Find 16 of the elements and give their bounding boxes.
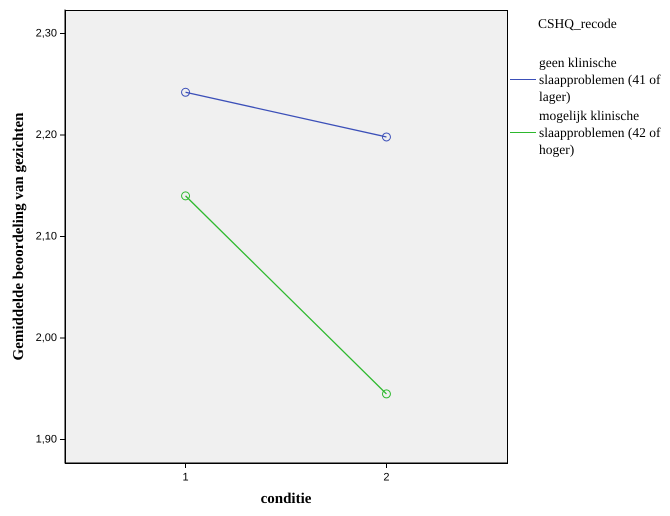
y-tick-label: 2,20 xyxy=(36,128,57,141)
y-tick-label: 2,00 xyxy=(36,332,57,344)
legend-label: mogelijk klinische slaapproblemen (42 of hoger) xyxy=(539,107,662,158)
y-tick-label: 2,10 xyxy=(36,230,57,243)
legend-title: CSHQ_recode xyxy=(537,16,618,32)
y-tick-label: 1,90 xyxy=(36,434,57,446)
legend-label: geen klinische slaapproblemen (41 of lager) xyxy=(539,54,662,105)
point xyxy=(181,191,190,200)
point xyxy=(382,389,391,398)
x-axis-title: conditie xyxy=(260,490,312,507)
point xyxy=(181,88,190,97)
y-axis-title: Gemiddelde beoordeling van gezichten xyxy=(10,112,27,360)
x-tick-label: 1 xyxy=(182,472,189,484)
point xyxy=(382,132,391,142)
x-tick-label: 2 xyxy=(383,472,390,484)
y-tick-label: 2,30 xyxy=(36,27,57,40)
